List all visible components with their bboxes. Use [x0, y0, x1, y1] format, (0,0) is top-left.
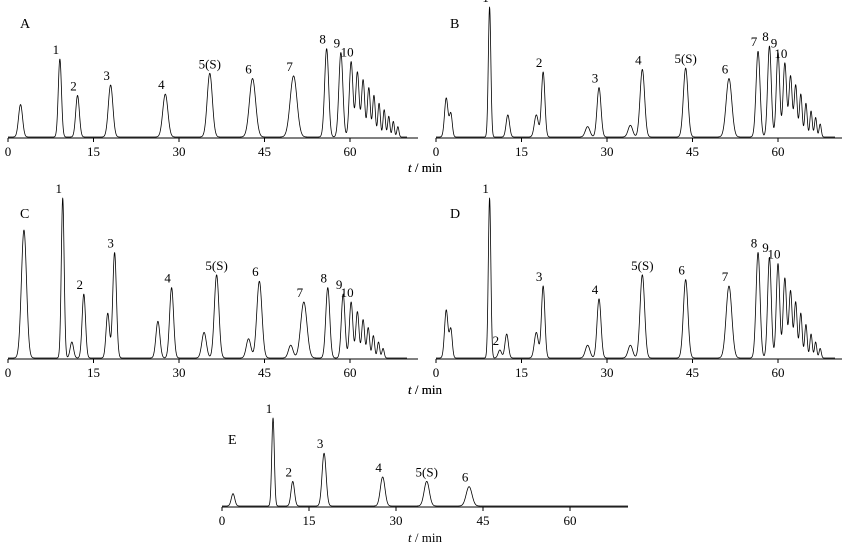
peak-label-1: 1 [482, 181, 489, 196]
peak-label-6: 6 [462, 470, 469, 485]
peak-label-1: 1 [55, 181, 62, 196]
peak-label-7: 7 [751, 34, 758, 49]
peak-label-5s: 5(S) [416, 464, 438, 479]
x-tick-label: 60 [344, 365, 357, 380]
chromatogram-trace [7, 48, 408, 138]
x-axis-title: t / min [408, 382, 442, 397]
x-axis-title: t / min [408, 160, 442, 175]
panel-letter: A [20, 17, 31, 32]
x-tick-label: 0 [5, 365, 12, 380]
x-tick-label: 60 [344, 144, 357, 159]
peak-label-10: 10 [341, 285, 354, 300]
x-tick-label: 45 [686, 365, 699, 380]
x-tick-label: 30 [173, 365, 186, 380]
x-tick-label: 45 [258, 365, 271, 380]
peak-label-8: 8 [751, 235, 758, 250]
peak-label-7: 7 [722, 269, 729, 284]
x-tick-label: 15 [87, 365, 100, 380]
x-tick-label: 0 [5, 144, 12, 159]
panel-c: 0 15 30 45 60 1 2 3 4 5(S) 6 7 8 910 Ct / min [5, 181, 443, 397]
peak-label-8: 8 [321, 271, 328, 286]
chromatogram-trace [7, 197, 408, 359]
panel-letter: B [450, 17, 459, 32]
x-tick-label: 60 [564, 513, 577, 528]
peak-label-5s: 5(S) [199, 56, 221, 71]
panel-letter: C [20, 207, 29, 222]
peak-label-7: 7 [286, 59, 293, 74]
x-axis-title: t / min [408, 530, 442, 545]
peak-label-2: 2 [286, 464, 293, 479]
peak-label-9: 9 [334, 36, 341, 51]
peak-label-1: 1 [482, 0, 489, 5]
x-tick-label: 0 [219, 513, 226, 528]
peak-label-4: 4 [164, 271, 171, 286]
x-tick-label: 60 [772, 365, 785, 380]
peak-label-6: 6 [252, 264, 259, 279]
peak-label-4: 4 [635, 52, 642, 67]
peak-label-4: 4 [158, 77, 165, 92]
peak-label-3: 3 [536, 269, 543, 284]
x-tick-label: 15 [515, 144, 528, 159]
peak-label-6: 6 [678, 263, 685, 278]
peak-label-7: 7 [297, 285, 304, 300]
peak-label-3: 3 [317, 436, 324, 451]
x-tick-label: 15 [87, 144, 100, 159]
peak-label-5s: 5(S) [674, 51, 696, 66]
x-tick-label: 30 [390, 513, 403, 528]
x-tick-label: 30 [601, 144, 614, 159]
peak-label-2: 2 [493, 333, 500, 348]
peak-label-9: 9 [771, 36, 778, 51]
peak-label-8: 8 [319, 32, 326, 47]
x-tick-label: 45 [686, 144, 699, 159]
peak-label-6: 6 [245, 62, 252, 77]
peak-label-5s: 5(S) [205, 258, 227, 273]
peak-label-10: 10 [774, 46, 787, 61]
x-tick-label: 15 [515, 365, 528, 380]
x-tick-label: 45 [258, 144, 271, 159]
peak-label-1: 1 [53, 42, 60, 57]
peak-label-9: 9 [762, 240, 769, 255]
peak-label-1: 1 [266, 401, 273, 416]
peak-label-4: 4 [592, 282, 599, 297]
peak-label-10: 10 [341, 45, 354, 60]
chromatogram-trace [435, 197, 836, 359]
peak-label-9: 9 [336, 277, 343, 292]
panel-d: 0 15 30 45 60 1 2 3 4 5(S) 6 7 8 910 Dt / min [408, 181, 842, 397]
x-tick-label: 45 [477, 513, 490, 528]
x-axis-title: t / min [408, 160, 442, 175]
x-tick-label: 15 [303, 513, 316, 528]
x-tick-label: 60 [772, 144, 785, 159]
peak-label-8: 8 [762, 29, 769, 44]
peak-label-5s: 5(S) [631, 258, 653, 273]
x-tick-label: 30 [601, 365, 614, 380]
peak-label-3: 3 [592, 71, 599, 86]
peak-label-2: 2 [70, 78, 77, 93]
panel-letter: E [228, 433, 237, 448]
x-tick-label: 30 [173, 144, 186, 159]
peak-label-3: 3 [107, 235, 114, 250]
peak-label-2: 2 [536, 55, 543, 70]
peak-label-2: 2 [77, 277, 84, 292]
peak-label-3: 3 [103, 68, 110, 83]
chromatogram-trace [435, 6, 836, 138]
peak-label-10: 10 [768, 247, 781, 262]
panel-e: 0 15 30 45 60 1 2 3 4 5(S) 6 Et / min [219, 401, 629, 545]
panel-a: 0 15 30 45 60 1 2 3 4 5(S) 6 7 8 910 At / min [5, 17, 443, 175]
x-tick-label: 0 [433, 365, 440, 380]
x-tick-label: 0 [433, 144, 440, 159]
peak-label-4: 4 [375, 460, 382, 475]
peak-label-6: 6 [722, 62, 729, 77]
x-axis-title: t / min [408, 382, 442, 397]
panel-letter: D [450, 207, 460, 222]
chromatogram-trace [221, 417, 629, 507]
